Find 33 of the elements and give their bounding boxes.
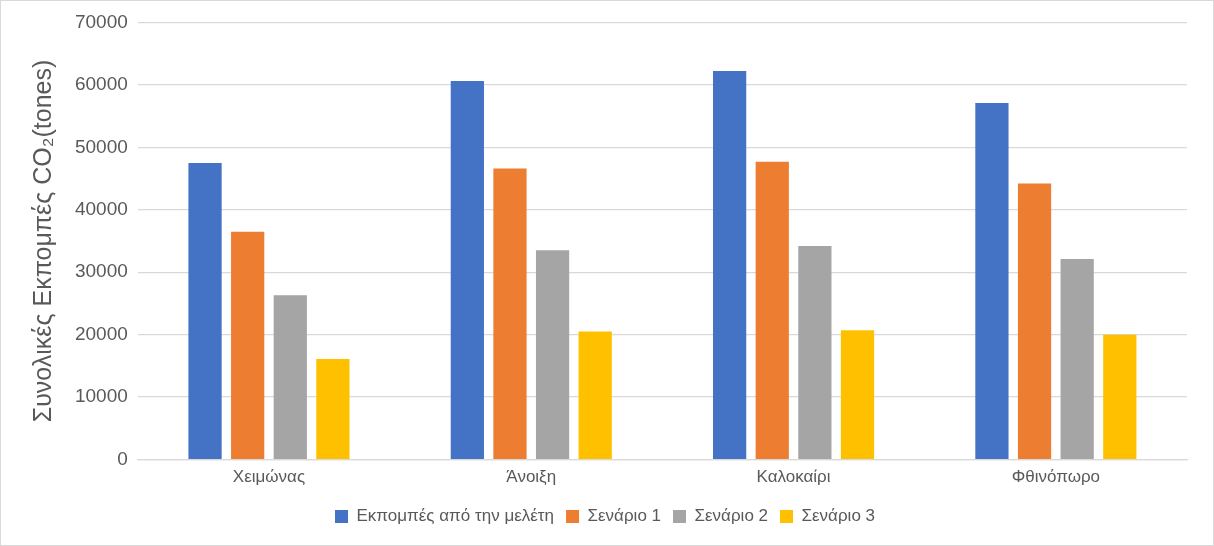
y-tick-label: 0 — [117, 447, 128, 469]
bar — [755, 161, 789, 459]
bar — [713, 71, 747, 459]
y-tick-label: 20000 — [74, 322, 128, 344]
bar — [316, 359, 350, 459]
x-tick-label: Καλοκαίρι — [756, 467, 831, 487]
y-tick-label: 60000 — [74, 73, 128, 95]
x-tick-label: Χειμώνας — [232, 467, 306, 487]
y-tick-label: 50000 — [74, 135, 128, 157]
bar — [535, 250, 570, 459]
y-tick-label: 10000 — [74, 385, 128, 407]
bar — [493, 168, 527, 459]
bar — [578, 331, 612, 459]
bar — [188, 162, 222, 459]
bar — [975, 102, 1009, 459]
bar — [798, 246, 832, 459]
y-axis-title: Συνολικές Εκπομπές CO₂(tones) — [27, 59, 56, 423]
x-tick-label: Φθινόπωρο — [1011, 467, 1101, 487]
legend-label: Σενάριο 2 — [694, 506, 769, 526]
x-tick-label: Άνοιξη — [506, 467, 557, 487]
legend-label: Σενάριο 1 — [587, 506, 662, 526]
legend-label: Εκπομπές από την μελέτη — [356, 506, 555, 526]
bar — [1060, 259, 1094, 459]
bar — [1103, 334, 1137, 459]
bar — [231, 231, 265, 459]
bar — [840, 330, 875, 459]
bar — [450, 81, 484, 459]
bar — [1017, 183, 1052, 459]
bar — [273, 295, 307, 459]
y-tick-label: 40000 — [74, 198, 128, 220]
legend-label: Σενάριο 3 — [801, 506, 876, 526]
y-tick-label: 70000 — [74, 10, 128, 32]
y-tick-label: 30000 — [74, 260, 128, 282]
